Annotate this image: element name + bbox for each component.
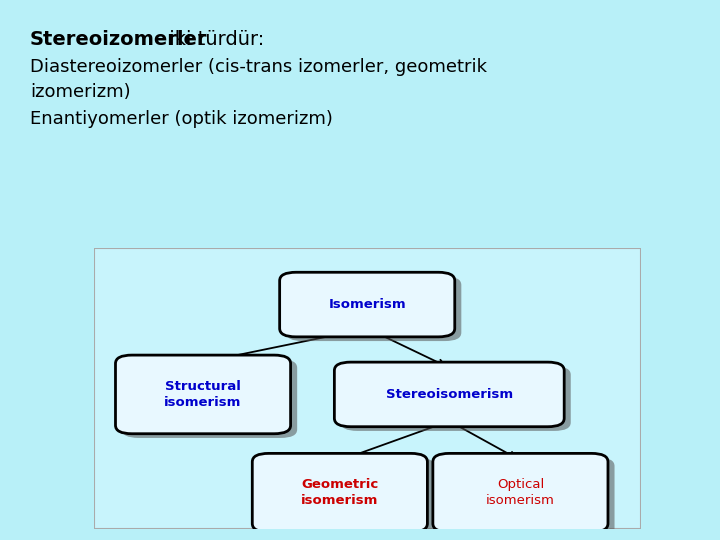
Text: Stereoizomerler: Stereoizomerler [30, 30, 207, 49]
FancyBboxPatch shape [279, 272, 455, 337]
FancyBboxPatch shape [94, 248, 641, 529]
FancyBboxPatch shape [287, 276, 462, 341]
Text: Enantiyomerler (optik izomerizm): Enantiyomerler (optik izomerizm) [30, 110, 333, 128]
Text: Isomerism: Isomerism [328, 298, 406, 311]
FancyBboxPatch shape [252, 454, 428, 532]
FancyBboxPatch shape [433, 454, 608, 532]
Text: Optical
isomerism: Optical isomerism [486, 478, 555, 507]
Text: Stereoisomerism: Stereoisomerism [386, 388, 513, 401]
FancyBboxPatch shape [115, 355, 291, 434]
Text: Diastereoizomerler (cis-trans izomerler, geometrik
izomerizm): Diastereoizomerler (cis-trans izomerler,… [30, 58, 487, 101]
FancyBboxPatch shape [341, 366, 571, 431]
FancyBboxPatch shape [259, 457, 434, 536]
Text: iki türdür:: iki türdür: [163, 30, 264, 49]
Text: Geometric
isomerism: Geometric isomerism [301, 478, 379, 507]
Text: Structural
isomerism: Structural isomerism [164, 380, 242, 409]
FancyBboxPatch shape [122, 359, 297, 438]
FancyBboxPatch shape [334, 362, 564, 427]
FancyBboxPatch shape [439, 457, 615, 536]
